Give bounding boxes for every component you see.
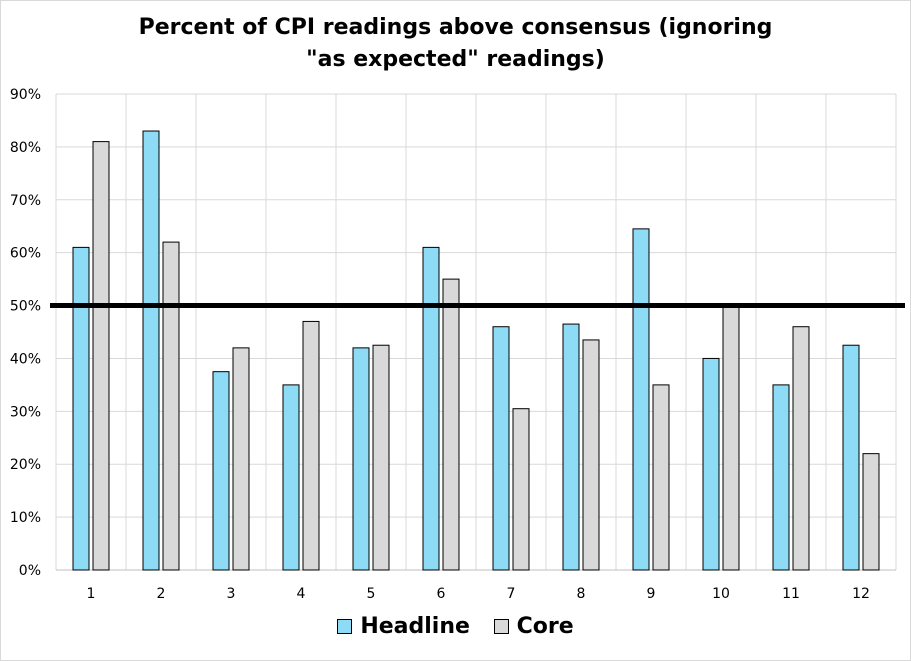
legend-item-headline: Headline [337,614,470,639]
x-tick-label: 7 [507,586,516,602]
bar-core-5 [372,344,390,571]
x-tick-label: 6 [437,586,446,602]
x-tick-label: 8 [577,586,586,602]
y-tick-label: 40% [10,351,41,367]
x-tick-label: 9 [647,586,656,602]
bar-headline-1 [72,246,90,571]
x-tick-label: 11 [782,586,800,602]
y-tick-label: 60% [10,246,41,262]
y-tick-label: 10% [10,510,41,526]
bar-headline-6 [422,246,440,571]
bar-headline-7 [492,326,510,571]
bar-core-8 [582,339,600,571]
x-tick-label: 2 [157,586,166,602]
bar-core-12 [862,453,880,571]
legend-swatch-headline [337,619,353,634]
bar-headline-5 [352,347,370,571]
bar-headline-10 [702,357,720,571]
bar-headline-2 [142,130,160,571]
legend-item-core: Core [493,614,574,639]
y-tick-label: 20% [10,457,41,473]
legend: Headline Core [0,614,911,640]
bar-core-11 [792,326,810,571]
bar-core-6 [442,278,460,571]
y-tick-label: 50% [10,299,41,315]
bar-headline-11 [772,384,790,571]
legend-label-core: Core [516,614,574,639]
x-tick-label: 1 [87,586,96,602]
y-tick-label: 70% [10,193,41,209]
legend-label-headline: Headline [360,614,470,639]
x-tick-label: 5 [367,586,376,602]
x-tick-label: 10 [712,586,730,602]
chart-title: Percent of CPI readings above consensus … [0,12,911,76]
bar-core-9 [652,384,670,571]
x-tick-label: 4 [297,586,306,602]
y-tick-label: 0% [19,563,41,579]
bar-headline-9 [632,228,650,571]
bar-core-1 [92,141,110,571]
bar-core-3 [232,347,250,571]
chart-title-text: Percent of CPI readings above consensus … [138,15,773,72]
y-tick-label: 30% [10,404,41,420]
bar-headline-12 [842,344,860,571]
bar-headline-8 [562,323,580,571]
bar-core-2 [162,241,180,571]
bar-core-4 [302,320,320,571]
bar-core-7 [512,408,530,571]
bar-core-10 [722,305,740,571]
legend-swatch-core [493,619,509,634]
bar-headline-4 [282,384,300,571]
y-tick-label: 80% [10,140,41,156]
bar-headline-3 [212,371,230,571]
x-tick-label: 3 [227,586,236,602]
y-tick-label: 90% [10,87,41,103]
x-tick-label: 12 [852,586,870,602]
